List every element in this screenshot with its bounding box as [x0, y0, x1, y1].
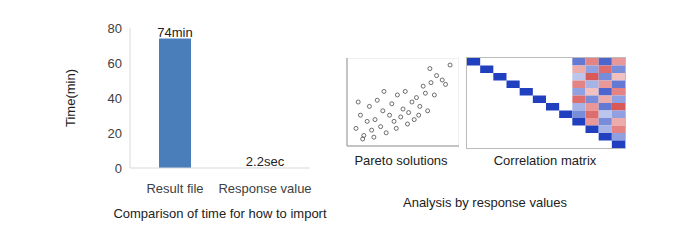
- html-text:Pareto solutions: Pareto solutions: [354, 153, 448, 168]
- svg-text:Response value: Response value: [218, 181, 311, 196]
- svg-text:Result file: Result file: [146, 181, 203, 196]
- html-text:Correlation matrix: Correlation matrix: [493, 153, 597, 168]
- svg-text:Comparison of time for how to: Comparison of time for how to import: [113, 206, 327, 221]
- svg-text:40: 40: [108, 91, 122, 106]
- svg-text:60: 60: [108, 56, 122, 71]
- svg-text:2.2sec: 2.2sec: [246, 154, 285, 169]
- svg-text:80: 80: [108, 21, 122, 36]
- svg-text:74min: 74min: [157, 25, 192, 40]
- html-text:Analysis by response values: Analysis by response values: [403, 195, 567, 210]
- svg-text:Time(min): Time(min): [63, 69, 78, 127]
- svg-text:20: 20: [108, 126, 122, 141]
- svg-text:0: 0: [115, 161, 122, 176]
